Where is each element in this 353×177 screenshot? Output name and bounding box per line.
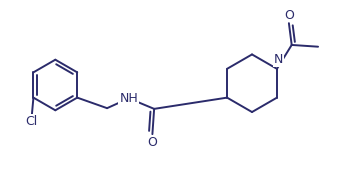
Text: O: O xyxy=(148,136,157,149)
Text: O: O xyxy=(284,9,294,22)
Text: N: N xyxy=(274,53,283,66)
Text: Cl: Cl xyxy=(25,115,38,128)
Text: NH: NH xyxy=(119,92,138,105)
